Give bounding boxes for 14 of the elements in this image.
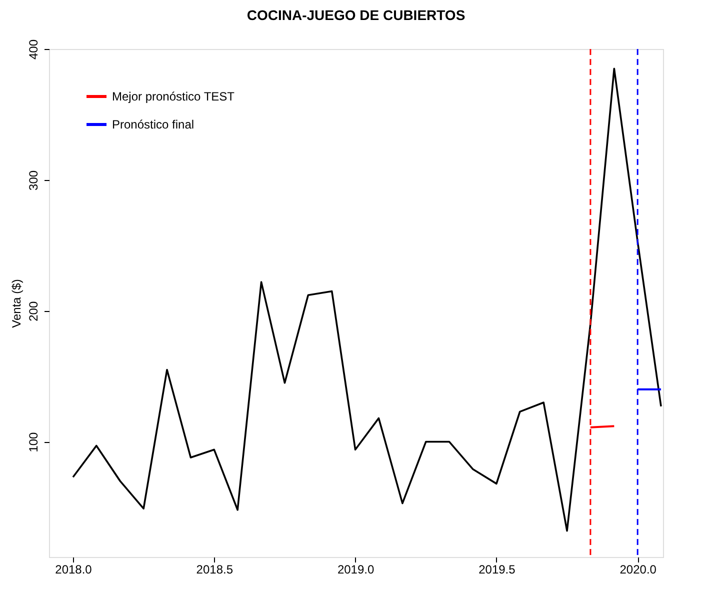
x-tick-label: 2019.5 (478, 562, 516, 576)
legend-label: Mejor pronóstico TEST (112, 90, 236, 104)
y-tick-label: 300 (26, 170, 40, 190)
legend-label: Pronóstico final (112, 118, 194, 132)
y-axis-title: Venta ($) (10, 279, 24, 328)
x-tick-label: 2018.0 (55, 562, 92, 576)
x-tick-label: 2020.0 (620, 562, 657, 576)
line-series (72, 68, 662, 532)
chart-title: COCINA-JUEGO DE CUBIERTOS (246, 6, 466, 23)
x-tick-label: 2019.0 (337, 562, 374, 576)
y-tick-label: 400 (26, 39, 40, 60)
y-tick-label: 200 (26, 301, 40, 322)
y-tick-label: 100 (26, 432, 40, 452)
x-tick-label: 2018.5 (196, 562, 234, 576)
